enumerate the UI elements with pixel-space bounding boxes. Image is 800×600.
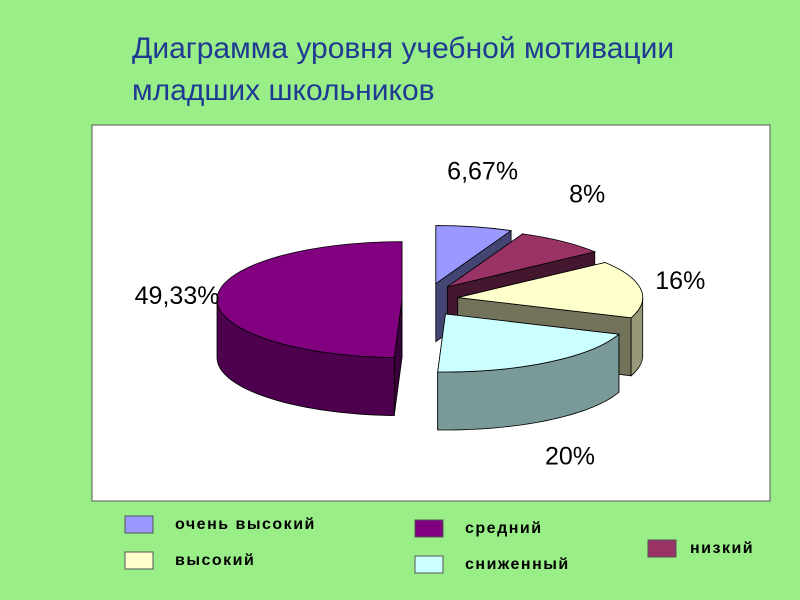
legend-label: высокий	[175, 552, 255, 569]
plot-area	[91, 124, 771, 502]
slice-group	[437, 313, 620, 431]
pie-slice	[216, 241, 403, 358]
legend-label: сниженный	[465, 556, 570, 573]
legend-swatch	[647, 539, 677, 558]
value-label: 49,33%	[135, 282, 220, 310]
pie-slice	[447, 233, 597, 288]
value-label: 20%	[545, 442, 595, 470]
pie-slice	[437, 313, 620, 373]
value-label: 8%	[569, 181, 605, 209]
value-label: 16%	[655, 267, 705, 295]
slice-group	[216, 241, 403, 417]
legend-swatch	[414, 555, 444, 574]
legend-swatch	[124, 515, 154, 534]
legend-label: средний	[465, 520, 543, 537]
legend-label: низкий	[690, 540, 754, 557]
value-label: 6,67%	[447, 157, 518, 185]
pie-slice	[457, 262, 644, 319]
pie-slice	[435, 225, 513, 285]
legend-swatch	[414, 519, 444, 538]
chart-title: Диаграмма уровня учебной мотивации младш…	[132, 32, 675, 107]
legend-label: очень высокий	[175, 516, 316, 533]
legend-swatch	[124, 551, 154, 570]
